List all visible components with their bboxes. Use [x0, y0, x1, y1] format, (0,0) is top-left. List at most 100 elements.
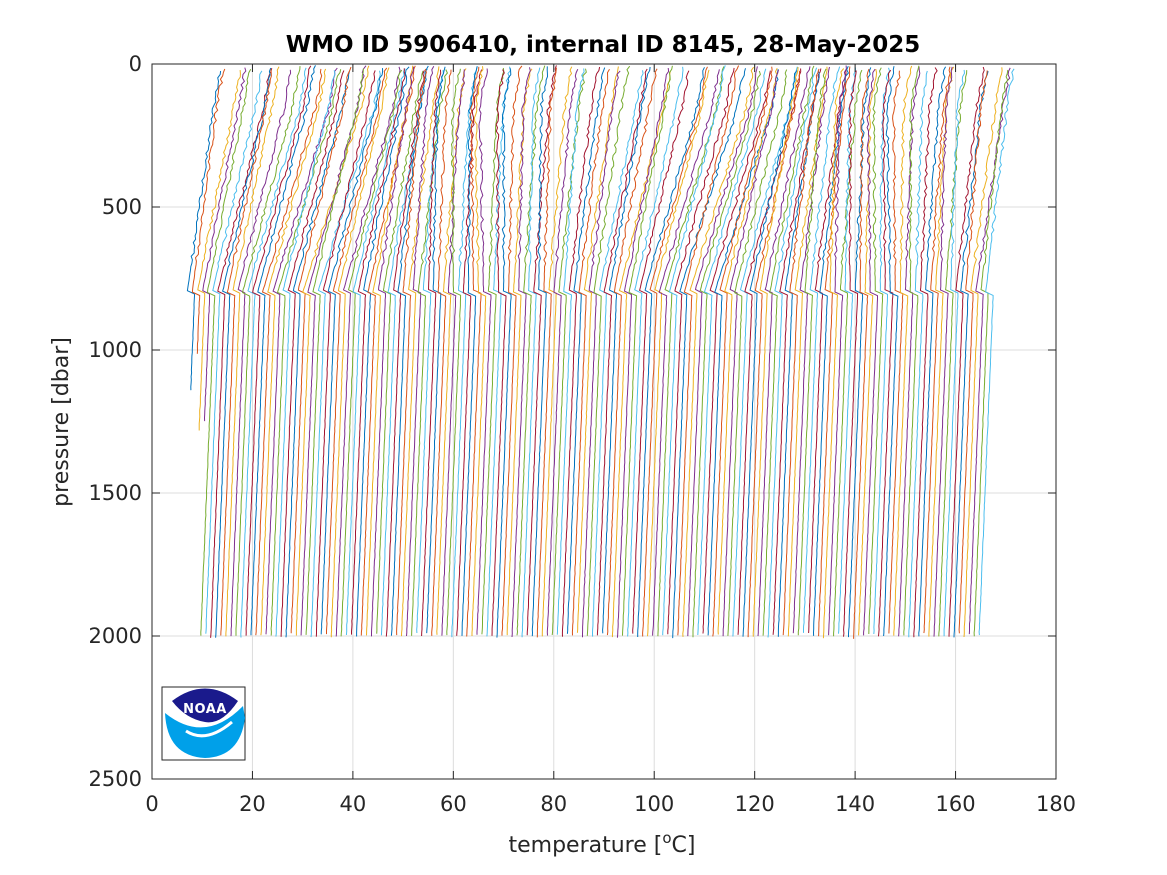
profile-line [742, 70, 798, 637]
profile-line [371, 66, 415, 637]
profile-line [968, 67, 1011, 635]
profile-line [898, 66, 921, 637]
profile-line [883, 66, 899, 637]
profile-line [476, 68, 492, 635]
profile-line [390, 65, 429, 636]
profile-line [903, 65, 920, 636]
profile-line [461, 66, 478, 636]
profile-line [546, 68, 579, 636]
plot-frame [151, 63, 1057, 780]
profile-line [858, 68, 878, 636]
x-tick-label: 140 [835, 792, 875, 816]
profile-line [366, 65, 414, 636]
profile-line [717, 67, 778, 635]
profile-line [406, 66, 435, 637]
profile-line [561, 66, 601, 637]
profile-line [792, 66, 830, 634]
profile-line [326, 67, 388, 635]
x-tick-label: 160 [936, 792, 976, 816]
profile-line [200, 69, 252, 636]
profile-line [320, 68, 384, 635]
profile-line [727, 69, 788, 636]
profile-line [973, 69, 1009, 637]
profile-line [732, 66, 798, 637]
profile-line [848, 67, 872, 638]
profile-line [978, 68, 1015, 636]
profile-line [376, 70, 424, 634]
profile-line [582, 70, 621, 638]
noaa-top-shape [172, 688, 238, 723]
x-tick-label: 40 [340, 792, 367, 816]
profile-line [722, 69, 779, 637]
profile-line [531, 66, 549, 637]
profile-line [536, 67, 557, 638]
profile-line [541, 66, 573, 637]
profile-line [506, 68, 533, 636]
profile-line [446, 68, 462, 636]
profile-line [868, 67, 884, 635]
profile-line [356, 66, 410, 637]
profile-line [616, 67, 670, 638]
profile-line [662, 65, 726, 636]
profile-line [521, 67, 541, 638]
profile-line [948, 66, 985, 637]
profile-line [602, 66, 651, 634]
profile-line [808, 70, 847, 634]
profile-line [426, 66, 446, 634]
profile-line [310, 70, 381, 638]
x-tick-label: 80 [540, 792, 567, 816]
profile-line [611, 70, 671, 638]
profile-line [466, 66, 482, 637]
profile-line [863, 68, 878, 636]
profile-line [202, 67, 247, 422]
profile-line [591, 70, 644, 637]
profile-line [677, 65, 740, 636]
profile-line [255, 68, 323, 636]
profile-line [280, 70, 345, 637]
x-tick-label: 0 [145, 792, 158, 816]
x-tick-label: 100 [634, 792, 674, 816]
profile-line [853, 68, 870, 639]
profile-line [627, 66, 684, 637]
profile-line [963, 67, 1003, 638]
profile-line [290, 66, 352, 634]
profile-line [501, 65, 523, 636]
profile-line [351, 68, 406, 635]
profile-line [481, 67, 505, 635]
profile-line [566, 67, 606, 634]
profile-line [436, 68, 467, 635]
profile-line [888, 70, 904, 634]
profile-line [210, 67, 273, 638]
profile-line [747, 70, 801, 638]
profile-line [571, 68, 610, 636]
profile-line [672, 68, 746, 639]
profile-line [511, 67, 531, 638]
profile-line [682, 66, 755, 637]
y-tick-label: 500 [102, 195, 142, 219]
profile-line [642, 66, 708, 637]
profile-line [431, 69, 452, 636]
profile-line [330, 67, 390, 638]
profile-line [441, 69, 466, 636]
profile-line [803, 66, 841, 633]
profile-line [918, 66, 947, 637]
profile-line [943, 69, 966, 637]
profile-line [230, 69, 292, 637]
profile-line [315, 70, 376, 637]
profile-line [360, 65, 416, 636]
profile-line [235, 66, 301, 636]
profile-line [737, 68, 802, 635]
profile-line [878, 69, 894, 637]
profile-line [843, 70, 859, 637]
profile-line [275, 70, 336, 637]
profile-line [197, 70, 241, 431]
x-tick-label: 20 [239, 792, 266, 816]
x-axis-label-unit: C] [672, 833, 696, 858]
profile-line [838, 67, 857, 634]
profile-line [240, 67, 307, 638]
profile-line [667, 67, 735, 635]
profile-line [556, 68, 585, 635]
profile-line [757, 66, 811, 637]
profile-line [928, 66, 955, 637]
profile-line [385, 70, 425, 637]
